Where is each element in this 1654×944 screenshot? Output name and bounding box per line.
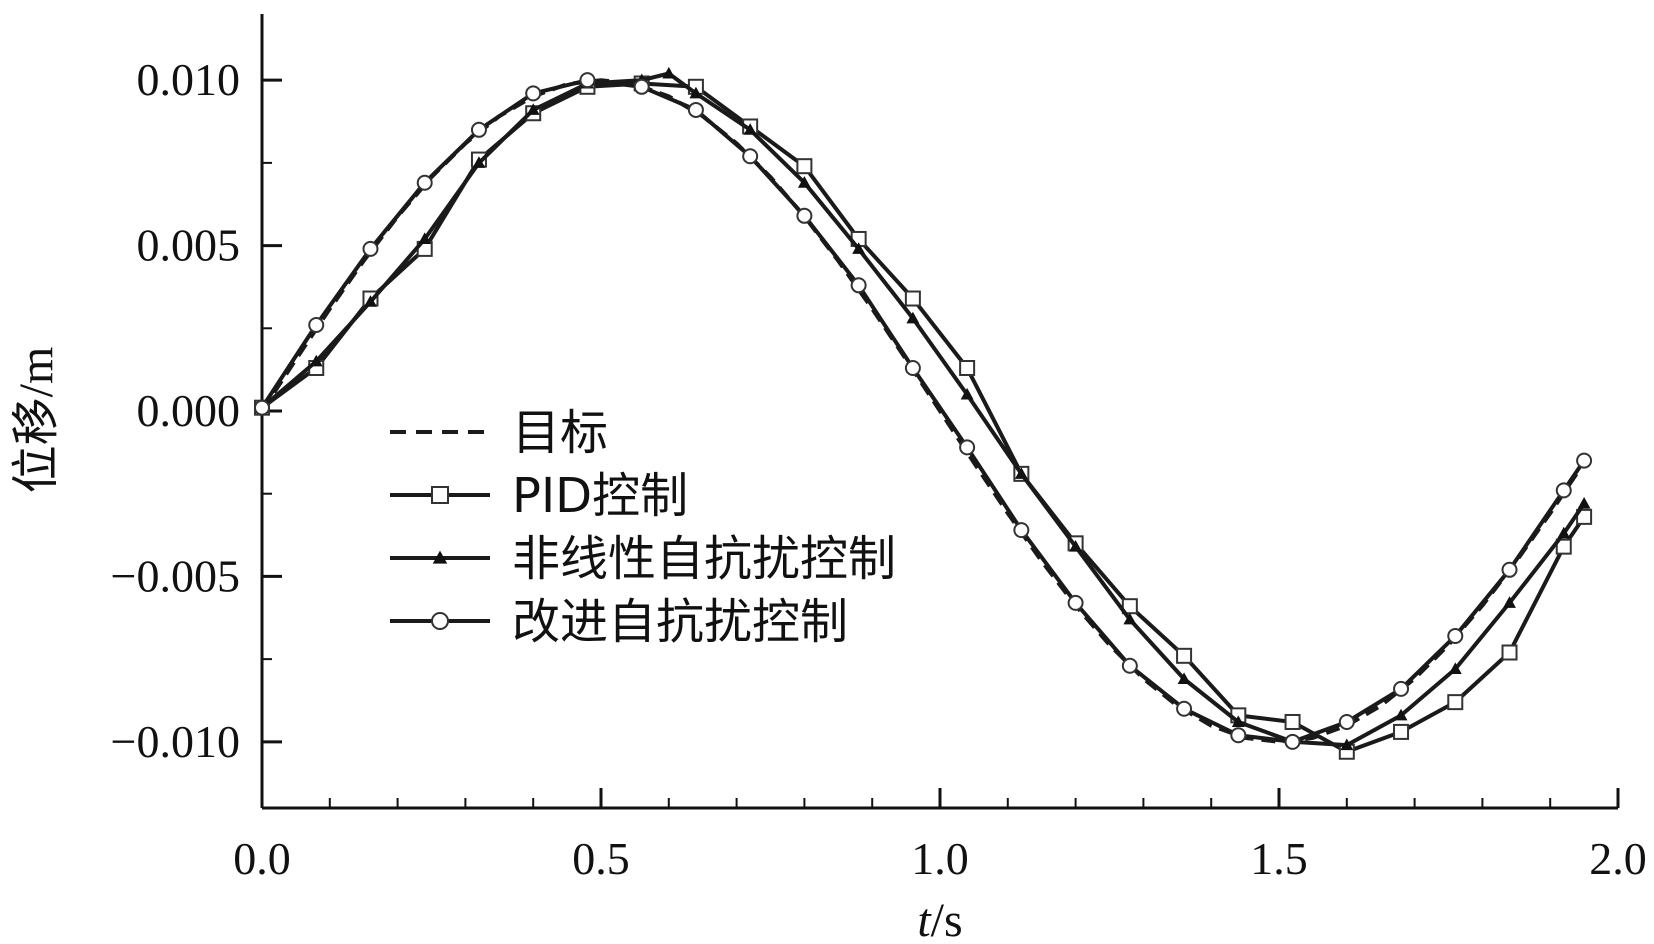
data-point — [1067, 594, 1084, 611]
data-point — [662, 66, 676, 79]
legend-label: 改进自抗扰控制 — [512, 594, 848, 650]
y-tick-label: 0.005 — [137, 220, 241, 271]
data-point — [1338, 713, 1355, 730]
data-point — [1394, 708, 1408, 721]
data-point — [850, 277, 867, 294]
y-tick-label: 0.000 — [137, 385, 241, 436]
series-line — [260, 78, 1586, 744]
series-line — [260, 71, 1586, 748]
data-point — [1284, 733, 1301, 750]
data-point — [959, 439, 976, 456]
x-tick-label: 2.0 — [1589, 833, 1647, 884]
data-point — [1555, 538, 1572, 555]
data-point — [1503, 596, 1516, 608]
data-point — [308, 316, 325, 333]
y-tick-label: −0.005 — [111, 550, 240, 601]
data-point — [960, 387, 974, 400]
legend-marker — [431, 612, 449, 630]
data-point — [526, 103, 540, 115]
data-point — [633, 78, 650, 95]
data-point — [1447, 627, 1464, 644]
series-line — [260, 78, 1586, 744]
legend-label: 非线性自抗扰控制 — [512, 531, 896, 587]
data-point — [1557, 526, 1571, 539]
data-point — [1121, 657, 1138, 674]
data-point — [1447, 694, 1464, 711]
data-point — [1177, 672, 1191, 684]
axes: 0.010 0.005 0.000 −0.005 −0.010 0.0 0.5 1.0 1.5 2… — [111, 14, 1647, 884]
series-square — [254, 75, 1593, 760]
data-point — [1393, 723, 1410, 740]
y-tick-label: −0.010 — [111, 716, 240, 767]
data-point — [743, 123, 757, 135]
data-point — [1176, 647, 1193, 664]
series-layer — [254, 66, 1593, 760]
legend-marker — [432, 550, 448, 564]
series-circle — [254, 72, 1593, 750]
data-point — [904, 290, 921, 307]
data-point — [796, 207, 813, 224]
data-point — [906, 311, 920, 324]
data-point — [852, 242, 866, 254]
data-point — [742, 148, 759, 165]
y-tick-label: 0.010 — [137, 54, 241, 105]
data-point — [796, 158, 813, 175]
data-point — [1393, 680, 1410, 697]
x-axis-label-variable: t — [917, 894, 932, 944]
data-point — [1176, 700, 1193, 717]
data-point — [579, 72, 596, 89]
data-point — [472, 156, 486, 168]
x-tick-label: 0.5 — [572, 833, 630, 884]
data-point — [1014, 467, 1028, 479]
x-axis-label: t/s — [917, 894, 962, 944]
series-line — [260, 81, 1586, 754]
data-point — [1231, 715, 1245, 727]
data-point — [1555, 482, 1572, 499]
data-point — [1577, 497, 1591, 509]
data-point — [416, 174, 433, 191]
data-point — [689, 86, 703, 99]
y-axis-label: 位移/m — [10, 347, 63, 494]
data-point — [254, 399, 270, 416]
data-point — [1448, 662, 1462, 675]
data-point — [470, 121, 487, 138]
data-point — [525, 85, 542, 102]
legend-marker — [431, 486, 449, 504]
data-point — [418, 232, 432, 244]
data-point — [1284, 713, 1301, 730]
data-point — [797, 176, 811, 188]
x-tick-label: 1.5 — [1250, 833, 1308, 884]
legend-label: PID控制 — [512, 468, 688, 524]
data-point — [362, 240, 379, 257]
data-point — [904, 359, 921, 376]
data-point — [959, 359, 976, 376]
data-point — [1340, 738, 1354, 751]
x-tick-label: 0.0 — [233, 833, 291, 884]
series-none — [260, 78, 1586, 744]
x-tick-label: 1.0 — [911, 833, 969, 884]
legend-label: 目标 — [512, 405, 608, 461]
data-point — [687, 101, 704, 118]
data-point — [1230, 727, 1247, 744]
data-point — [1013, 522, 1030, 539]
data-point — [364, 295, 377, 307]
series-triangle — [255, 66, 1591, 751]
x-axis-label-unit: /s — [931, 894, 963, 944]
data-point — [309, 354, 323, 367]
data-point — [1501, 561, 1518, 578]
data-point — [1123, 612, 1137, 625]
data-point — [1069, 540, 1083, 552]
data-point — [1501, 644, 1518, 661]
data-point — [1576, 452, 1593, 469]
